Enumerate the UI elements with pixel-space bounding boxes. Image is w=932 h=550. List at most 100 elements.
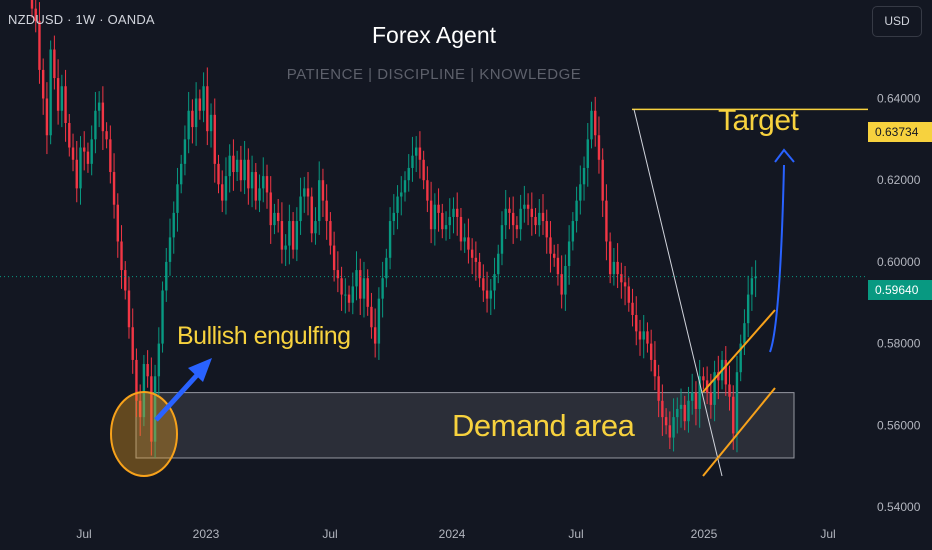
target-price-label: 0.63734 xyxy=(868,122,932,142)
candle xyxy=(694,381,698,426)
candle-body xyxy=(567,241,571,266)
symbol-info: NZDUSD · 1W · OANDA xyxy=(8,12,155,27)
candle-body xyxy=(500,225,504,254)
candle-body xyxy=(463,237,466,242)
candle xyxy=(631,288,634,327)
y-tick-label: 0.60000 xyxy=(877,255,921,269)
candle xyxy=(191,99,194,144)
candle xyxy=(661,384,664,436)
candle xyxy=(135,348,138,418)
candle-body xyxy=(594,110,597,136)
candle xyxy=(157,327,161,396)
candle-body xyxy=(56,78,60,111)
candle-body xyxy=(385,257,388,279)
candle-body xyxy=(523,204,526,209)
candle-body xyxy=(202,86,205,111)
candle-body xyxy=(209,114,213,132)
candle-body xyxy=(373,327,377,344)
candle-body xyxy=(176,184,179,213)
candle-body xyxy=(150,376,153,442)
candle-body xyxy=(168,237,172,262)
candle-body xyxy=(482,278,485,291)
candle xyxy=(582,156,586,201)
candle-body xyxy=(135,359,138,401)
candle-body xyxy=(407,167,410,181)
candle xyxy=(75,140,78,203)
candle xyxy=(497,244,500,284)
candle-body xyxy=(299,196,302,222)
candle xyxy=(355,251,358,301)
candle-body xyxy=(101,102,105,132)
candle xyxy=(444,211,448,241)
candle-body xyxy=(79,147,82,189)
candle xyxy=(411,136,414,182)
candle-body xyxy=(239,159,243,181)
candle xyxy=(560,255,563,309)
candle-body xyxy=(60,86,64,111)
candle xyxy=(288,204,291,265)
candle xyxy=(534,207,537,235)
candle-body xyxy=(679,404,683,409)
candle xyxy=(370,292,373,339)
y-tick-label: 0.62000 xyxy=(877,173,921,187)
candle-body xyxy=(112,172,116,205)
candle xyxy=(265,164,269,209)
candle xyxy=(38,2,41,84)
currency-button[interactable]: USD xyxy=(872,6,922,37)
candle-body xyxy=(534,216,537,226)
candle xyxy=(553,244,556,267)
candle xyxy=(362,261,366,318)
candle xyxy=(146,350,149,388)
candle xyxy=(594,96,597,147)
candle-body xyxy=(53,49,56,79)
candle-body xyxy=(109,139,112,173)
chart-subtitle: PATIENCE | DISCIPLINE | KNOWLEDGE xyxy=(286,66,582,83)
candle xyxy=(347,285,351,312)
candle-body xyxy=(732,396,735,434)
candle xyxy=(668,411,672,449)
candle-body xyxy=(441,212,444,230)
candle-body xyxy=(366,278,369,307)
candle-body xyxy=(575,200,578,222)
candle xyxy=(691,373,694,415)
candle xyxy=(299,177,302,235)
candle-body xyxy=(668,425,672,438)
candle xyxy=(239,145,243,192)
candle-body xyxy=(94,110,97,140)
candle xyxy=(653,341,657,391)
candle-body xyxy=(411,155,414,168)
candle-body xyxy=(538,212,541,226)
candle-body xyxy=(90,139,93,164)
bullish-engulfing-annotation: Bullish engulfing xyxy=(177,322,351,350)
candle-body xyxy=(612,261,616,275)
candle xyxy=(150,357,153,456)
candle xyxy=(321,168,325,217)
candle xyxy=(120,225,123,289)
candle-body xyxy=(71,147,75,160)
candle xyxy=(314,207,317,245)
candle-body xyxy=(485,290,489,299)
candle-body xyxy=(743,323,746,344)
candle xyxy=(97,91,101,128)
candle xyxy=(754,260,757,298)
candle-body xyxy=(262,176,265,189)
candle-body xyxy=(194,98,198,128)
candle-body xyxy=(687,400,690,422)
candle-body xyxy=(116,204,119,242)
candle xyxy=(332,231,336,282)
candle xyxy=(627,277,630,312)
candle-body xyxy=(314,221,317,234)
candle-body xyxy=(616,261,619,275)
candle xyxy=(336,251,340,293)
candle xyxy=(318,161,321,235)
candle-body xyxy=(746,294,750,324)
candle xyxy=(575,186,578,233)
candle-body xyxy=(657,376,660,401)
bullish-arrow-shaft xyxy=(154,372,200,422)
candle xyxy=(597,116,601,174)
candle-body xyxy=(172,212,175,238)
candle xyxy=(586,123,589,187)
candle xyxy=(53,35,56,90)
